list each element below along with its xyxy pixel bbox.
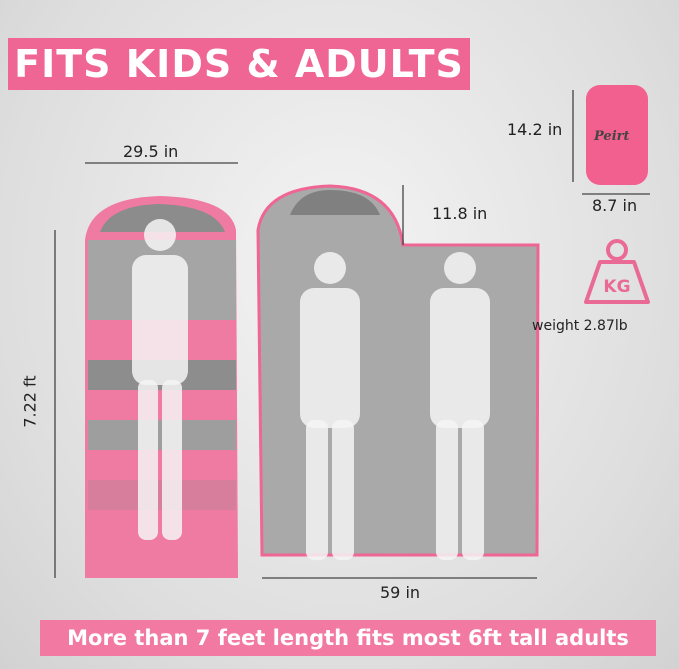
stuff-sack: Peirt — [586, 85, 648, 185]
human-silhouette — [300, 252, 360, 560]
dimension-lines — [54, 90, 650, 579]
width-single-label: 29.5 in — [123, 142, 179, 161]
brand-logo: Peirt — [593, 129, 630, 144]
human-silhouette — [132, 219, 188, 540]
kettlebell-weight-icon: KG — [584, 239, 650, 304]
svg-text:KG: KG — [603, 277, 630, 297]
pouch-height-label: 14.2 in — [507, 120, 563, 139]
pouch-width-label: 8.7 in — [592, 196, 638, 215]
human-silhouette — [430, 252, 490, 560]
single-sleeping-bag — [85, 196, 238, 578]
weight-label: weight 2.87lb — [532, 318, 628, 334]
title-banner: FITS KIDS & ADULTS — [8, 38, 470, 90]
width-double-label: 59 in — [380, 583, 421, 602]
hood-label: 11.8 in — [432, 204, 488, 223]
footer-banner: More than 7 feet length fits most 6ft ta… — [40, 620, 656, 656]
length-label: 7.22 ft — [20, 375, 40, 428]
